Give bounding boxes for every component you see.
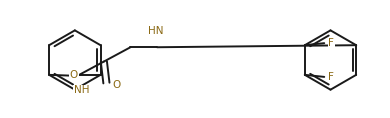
Text: O: O: [70, 70, 78, 80]
Text: O: O: [113, 80, 121, 90]
Text: HN: HN: [148, 26, 164, 36]
Text: F: F: [328, 38, 334, 48]
Text: NH: NH: [74, 85, 89, 95]
Text: F: F: [328, 72, 334, 82]
